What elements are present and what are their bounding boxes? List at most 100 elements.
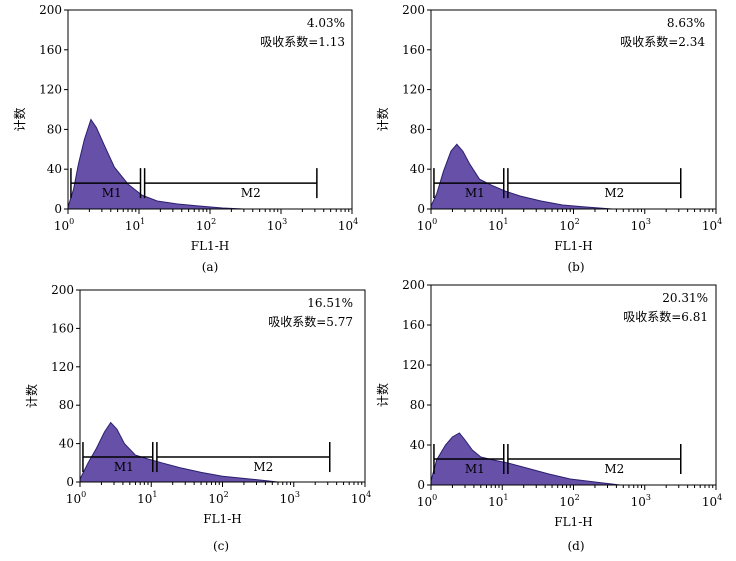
y-tick-label: 80: [59, 398, 74, 412]
y-tick-label: 160: [402, 318, 425, 332]
panel-caption: (b): [567, 260, 584, 274]
x-tick-exponent: 4: [366, 490, 371, 499]
y-tick-label: 80: [410, 398, 425, 412]
coefficient-annotation: 吸收系数=6.81: [623, 309, 708, 324]
y-tick-label: 200: [39, 3, 62, 17]
y-tick-label: 160: [51, 321, 74, 335]
gate-label: M2: [241, 186, 261, 200]
x-tick-exponent: 1: [140, 217, 145, 226]
gate-marker-m1: M1: [433, 444, 505, 476]
y-tick-label: 40: [47, 162, 62, 176]
gate-label: M2: [604, 186, 624, 200]
y-tick-label: 200: [51, 283, 74, 297]
x-tick-label: 104: [351, 490, 371, 506]
y-tick-label: 0: [417, 202, 425, 216]
coefficient-annotation: 吸收系数=5.77: [268, 314, 353, 329]
y-tick-label: 40: [410, 438, 425, 452]
x-tick-label: 104: [702, 217, 722, 233]
x-tick-label: 101: [488, 217, 508, 233]
x-tick-exponent: 3: [295, 490, 300, 499]
x-tick-exponent: 1: [503, 493, 508, 502]
histogram-panel-1: 0 40 80 120 160 200 100 101 102 103 1 0 4 FL1-H 计数 (a) 4…: [12, 3, 358, 274]
gate-marker-m1: M1: [82, 442, 154, 474]
y-tick-label: 120: [402, 83, 425, 97]
x-tick-exponent: 2: [575, 217, 580, 226]
y-tick-label: 0: [417, 478, 425, 492]
x-tick-label: 103: [631, 217, 651, 233]
x-tick-exponent: 4: [353, 217, 358, 226]
gate-marker-m2: M2: [143, 168, 318, 200]
x-tick-label: 101: [125, 217, 145, 233]
x-tick-label: 103: [267, 217, 287, 233]
x-tick-exponent: 0: [81, 490, 86, 499]
y-tick-label: 0: [54, 202, 62, 216]
y-tick-label: 80: [410, 122, 425, 136]
y-tick-label: 120: [402, 358, 425, 372]
x-tick-exponent: 2: [224, 490, 229, 499]
gate-label: M1: [465, 462, 485, 476]
coefficient-annotation: 吸收系数=2.34: [620, 34, 705, 49]
x-tick-label: 103: [631, 493, 651, 509]
x-tick-exponent: 2: [575, 493, 580, 502]
x-tick-label: 104: [702, 493, 722, 509]
x-tick-label: 102: [559, 217, 579, 233]
x-tick-exponent: 4: [717, 217, 722, 226]
x-tick-exponent: 3: [646, 493, 651, 502]
x-tick-exponent: 4: [717, 493, 722, 502]
x-tick-label: 103: [280, 490, 300, 506]
x-tick-label: 100: [417, 217, 437, 233]
y-tick-label: 40: [59, 437, 74, 451]
gate-marker-m2: M2: [156, 442, 331, 474]
x-axis-title: FL1-H: [203, 512, 241, 526]
percent-annotation: 4.03%: [307, 16, 345, 30]
x-tick-label: 100: [66, 490, 86, 506]
y-tick-label: 0: [66, 475, 74, 489]
histogram-area: [430, 143, 613, 210]
x-tick-exponent: 0: [432, 493, 437, 502]
y-axis-title: 计数: [12, 107, 27, 131]
x-tick-label: 102: [559, 493, 579, 509]
x-tick-label: 102: [208, 490, 228, 506]
y-axis-title: 计数: [375, 107, 390, 131]
y-tick-label: 160: [402, 43, 425, 57]
histogram-area: [430, 432, 621, 486]
x-tick-label: 102: [196, 217, 216, 233]
gate-marker-m1: M1: [70, 168, 142, 200]
y-tick-label: 120: [51, 360, 74, 374]
y-tick-label: 120: [39, 83, 62, 97]
histogram-area: [79, 421, 278, 483]
gate-marker-m2: M2: [507, 168, 682, 200]
x-tick-label: 100: [54, 217, 74, 233]
y-tick-label: 80: [47, 122, 62, 136]
x-axis-title: FL1-H: [554, 515, 592, 529]
y-axis-title: 计数: [24, 384, 39, 408]
y-axis-title: 计数: [375, 383, 390, 407]
panel-caption: (c): [213, 539, 229, 553]
panel-caption: (a): [202, 260, 219, 274]
coefficient-annotation: 吸收系数=1.13: [260, 34, 345, 49]
histogram-area: [67, 118, 244, 210]
percent-annotation: 8.63%: [667, 16, 705, 30]
gate-label: M2: [253, 460, 273, 474]
panel-caption: (d): [567, 539, 584, 553]
x-tick-exponent: 1: [152, 490, 157, 499]
x-tick-label: 100: [417, 493, 437, 509]
gate-label: M1: [465, 186, 485, 200]
gate-marker-m1: M1: [433, 168, 505, 200]
y-tick-label: 200: [402, 3, 425, 17]
y-tick-label: 160: [39, 43, 62, 57]
gate-marker-m2: M2: [507, 444, 682, 476]
percent-annotation: 20.31%: [662, 291, 708, 305]
y-tick-label: 40: [410, 162, 425, 176]
x-tick-exponent: 3: [646, 217, 651, 226]
x-axis-title: FL1-H: [191, 239, 229, 253]
y-tick-label: 200: [402, 278, 425, 292]
x-tick-label: 101: [488, 493, 508, 509]
percent-annotation: 16.51%: [307, 296, 353, 310]
x-tick-exponent: 0: [69, 217, 74, 226]
x-tick-exponent: 3: [282, 217, 287, 226]
